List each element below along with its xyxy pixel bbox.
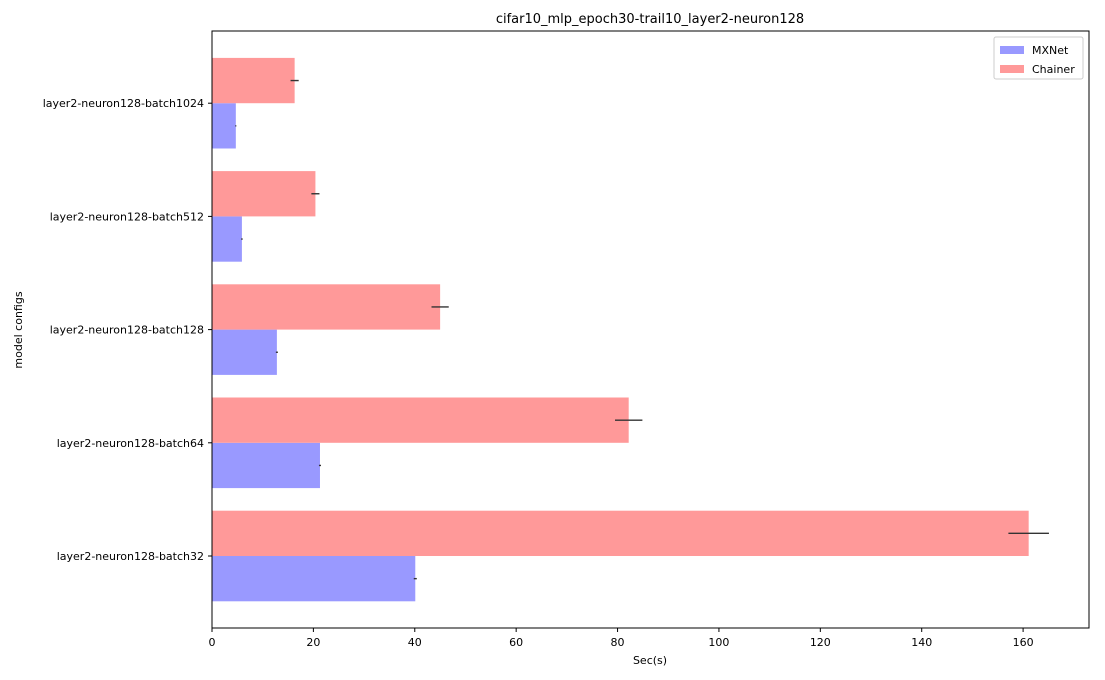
bar-mxnet-1: [212, 442, 320, 489]
legend-swatch-mxnet: [1000, 46, 1024, 54]
x-tick-label: 100: [708, 636, 729, 649]
bar-mxnet-0: [212, 556, 416, 602]
x-tick-label: 60: [509, 636, 523, 649]
x-tick-label: 140: [911, 636, 932, 649]
x-tick-label: 160: [1013, 636, 1034, 649]
bar-chainer-1: [212, 397, 629, 443]
legend: MXNet Chainer: [993, 36, 1084, 80]
x-tick-label: 120: [810, 636, 831, 649]
bar-chainer-0: [212, 510, 1029, 556]
bar-mxnet-2: [212, 329, 277, 375]
x-axis-label: Sec(s): [633, 654, 667, 667]
y-axis-label: model configs: [12, 291, 25, 368]
x-tick-label: 20: [306, 636, 320, 649]
y-tick-label: layer2-neuron128-batch64: [57, 437, 204, 450]
bar-chainer-2: [212, 284, 441, 330]
legend-label-mxnet: MXNet: [1032, 44, 1069, 57]
y-tick-label: layer2-neuron128-batch128: [50, 324, 204, 337]
x-tick-label: 80: [611, 636, 625, 649]
bar-mxnet-3: [212, 216, 242, 262]
y-tick-label: layer2-neuron128-batch32: [57, 550, 204, 563]
y-tick-label: layer2-neuron128-batch512: [50, 210, 204, 223]
plot-area: 0 20 40 60 80 100 120 140 160 layer2-neuron128-ba…: [43, 30, 1090, 649]
bar-chainer-4: [212, 57, 295, 104]
chart-title: cifar10_mlp_epoch30-trail10_layer2-neuro…: [496, 12, 804, 27]
y-tick-label: layer2-neuron128-batch1024: [43, 97, 204, 110]
x-tick-label: 40: [408, 636, 422, 649]
bar-mxnet-4: [212, 103, 236, 149]
legend-swatch-chainer: [1000, 65, 1024, 73]
bar-chainer-3: [212, 171, 316, 217]
legend-label-chainer: Chainer: [1032, 63, 1075, 76]
x-tick-label: 0: [209, 636, 216, 649]
